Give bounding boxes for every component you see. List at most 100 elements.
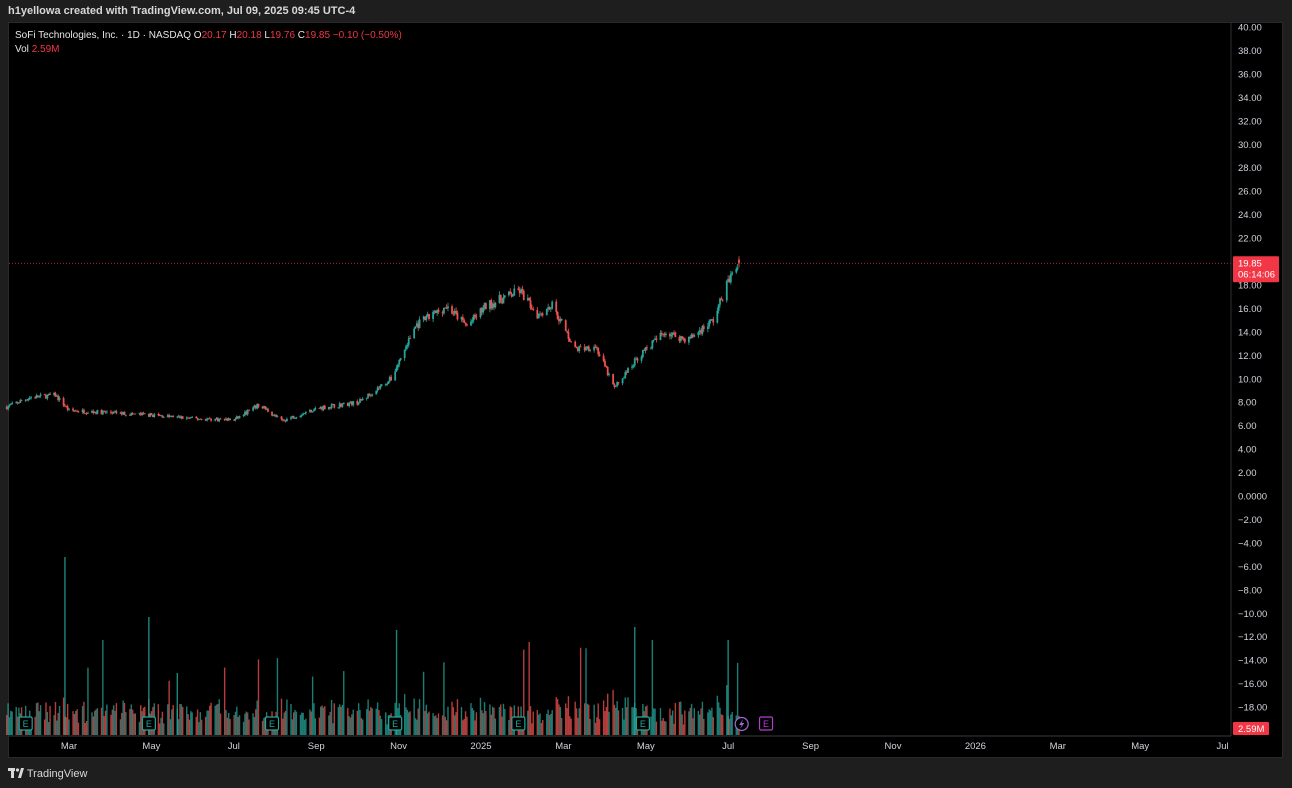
candle-body <box>153 414 156 418</box>
volume-bar <box>111 709 114 735</box>
candle-body <box>687 337 690 343</box>
earnings-marker[interactable] <box>264 716 280 731</box>
volume-bar <box>494 718 497 735</box>
volume-bar <box>234 711 237 735</box>
volume-bar <box>236 706 238 735</box>
candle-body <box>640 356 643 361</box>
earnings-marker[interactable] <box>758 716 774 731</box>
volume-bar <box>295 711 298 735</box>
candle-body <box>321 407 324 410</box>
volume-bar <box>560 717 563 735</box>
volume-bar <box>359 710 361 735</box>
candle-body <box>369 394 372 396</box>
volume-bar <box>238 715 241 735</box>
candle-body <box>452 313 455 315</box>
volume-bar <box>352 709 354 735</box>
price-axis-label: 6.00 <box>1238 421 1257 432</box>
candle-body <box>631 366 633 368</box>
candle-body <box>294 418 296 419</box>
earnings-marker[interactable] <box>18 716 33 731</box>
candle-body <box>114 411 116 413</box>
candle-body <box>360 399 363 401</box>
volume-spike <box>395 630 398 735</box>
candle-body <box>586 346 589 349</box>
candle-body <box>111 412 114 414</box>
candle-body <box>352 400 355 406</box>
price-axis-label: −4.00 <box>1238 538 1262 549</box>
candle-body <box>659 332 662 340</box>
volume-bar <box>322 707 325 735</box>
earnings-marker[interactable] <box>141 716 156 731</box>
volume-bar <box>719 707 721 735</box>
candle-body <box>34 397 37 399</box>
volume-bar <box>692 718 694 735</box>
volume-bar <box>574 701 576 735</box>
volume-bar <box>94 710 96 735</box>
volume-bar <box>283 712 285 735</box>
candle-body <box>490 300 493 309</box>
candle-layer <box>5 256 740 423</box>
candle-body <box>158 415 161 417</box>
candle-body <box>455 310 457 313</box>
volume-bar <box>671 710 674 735</box>
candle-body <box>627 367 629 373</box>
earnings-marker[interactable] <box>511 716 526 731</box>
candle-body <box>195 416 198 419</box>
candle-body <box>415 323 418 327</box>
volume-bar <box>529 706 532 735</box>
earnings-marker[interactable] <box>388 716 403 731</box>
earnings-marker[interactable] <box>635 716 650 731</box>
candle-body <box>510 293 513 297</box>
volume-bar <box>455 712 457 735</box>
candle-body <box>93 411 96 413</box>
volume-bar <box>445 720 448 735</box>
volume-bar <box>583 703 586 735</box>
volume-bar <box>470 703 472 735</box>
volume-bar <box>472 710 475 735</box>
candle-body <box>605 366 608 368</box>
candle-body <box>39 394 42 396</box>
candle-body <box>272 415 275 417</box>
candle-body <box>185 417 188 419</box>
candle-body <box>719 298 721 305</box>
volume-bar <box>500 704 502 735</box>
time-axis-label: Jul <box>722 741 734 752</box>
candle-body <box>62 397 65 406</box>
tradingview-logo[interactable]: TradingView <box>8 760 87 788</box>
volume-bar <box>122 700 124 735</box>
candle-body <box>284 420 287 422</box>
candle-body <box>396 364 399 368</box>
volume-bar <box>226 717 229 735</box>
volume-bar <box>35 703 38 735</box>
time-axis-label: 2025 <box>470 741 491 752</box>
candle-body <box>139 413 142 415</box>
volume-bar <box>53 715 55 735</box>
candle-body <box>72 408 74 411</box>
candle-body <box>248 410 250 412</box>
candle-body <box>697 331 700 336</box>
candle-body <box>87 412 89 414</box>
candle-body <box>453 310 456 314</box>
earnings-marker-label: E <box>640 719 646 729</box>
volume-bar <box>542 720 544 735</box>
candle-body <box>141 412 143 415</box>
chart-svg[interactable]: 40.00 38.00 36.00 34.00 32.00 30.00 28.00 26.00… <box>0 0 1292 760</box>
volume-bar <box>504 709 506 735</box>
price-axis-label: 2.00 <box>1238 468 1257 479</box>
candle-body <box>229 418 231 420</box>
volume-bar <box>616 701 618 735</box>
volume-bar <box>426 713 429 735</box>
volume-bar <box>284 711 287 735</box>
volume-bar <box>76 709 78 735</box>
chart-frame[interactable] <box>8 22 1283 758</box>
candle-body <box>598 354 601 356</box>
volume-bar <box>665 721 667 735</box>
volume-bar <box>456 699 459 735</box>
legend-low-value: 19.76 <box>269 30 296 41</box>
volume-bar <box>654 708 656 735</box>
time-axis-label: May <box>142 741 160 752</box>
volume-bar <box>72 711 74 735</box>
volume-bar <box>246 712 249 735</box>
candle-body <box>7 406 9 410</box>
volume-spike <box>176 673 178 735</box>
